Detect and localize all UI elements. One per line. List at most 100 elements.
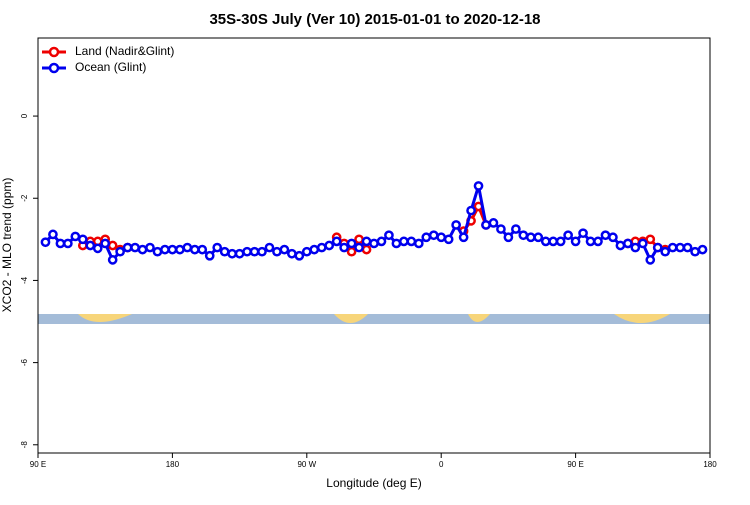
data-point (189, 244, 200, 255)
data-point (533, 232, 544, 243)
data-point (301, 246, 312, 257)
data-point (107, 255, 118, 265)
data-point (466, 205, 476, 216)
data-point (384, 230, 394, 241)
data-point (645, 255, 656, 265)
data-point (645, 234, 656, 245)
data-point (346, 238, 357, 249)
data-point (518, 230, 529, 241)
data-point (548, 236, 559, 247)
data-point (272, 246, 282, 257)
data-point (122, 242, 133, 253)
data-point (630, 242, 641, 253)
legend-marker (48, 46, 60, 58)
y-tick-label: -6 (20, 359, 29, 367)
x-tick-label: 0 (439, 460, 444, 469)
data-point (115, 246, 125, 257)
data-point (399, 236, 409, 247)
x-tick-label: 180 (703, 460, 717, 469)
data-point (55, 238, 66, 249)
data-point (204, 250, 215, 261)
data-point (249, 246, 260, 257)
data-point (361, 236, 372, 247)
data-point (346, 246, 357, 257)
data-point (525, 232, 536, 243)
data-point (391, 238, 402, 249)
legend-label: Ocean (Glint) (75, 60, 146, 74)
data-point (511, 224, 521, 234)
plot-frame (37, 37, 711, 454)
y-tick-label: 0 (20, 113, 29, 118)
data-point (376, 236, 387, 247)
data-point (496, 224, 506, 234)
data-point (660, 246, 671, 257)
data-point (667, 242, 678, 253)
data-point (100, 238, 111, 249)
data-point (137, 244, 148, 255)
data-point (219, 246, 230, 257)
data-point (369, 238, 379, 249)
data-point (608, 232, 618, 243)
data-point (160, 244, 170, 255)
data-point (697, 244, 708, 255)
data-point (354, 234, 364, 245)
data-point (406, 236, 417, 247)
data-point (227, 248, 237, 259)
data-point (361, 244, 372, 255)
data-point (279, 244, 290, 255)
data-point (451, 220, 461, 230)
data-point (92, 243, 103, 254)
data-point (570, 236, 581, 247)
data-point (615, 240, 626, 251)
data-point (503, 232, 514, 243)
data-point (63, 238, 73, 249)
data-point (145, 242, 155, 253)
x-tick-label: 90 W (297, 460, 316, 469)
data-point (294, 250, 305, 261)
data-point (182, 242, 193, 253)
data-point (458, 232, 469, 243)
data-point (600, 230, 611, 241)
data-point (167, 244, 178, 255)
data-point (130, 242, 140, 253)
data-point (77, 234, 88, 245)
data-point (287, 248, 297, 259)
data-point (481, 220, 491, 230)
data-point (540, 236, 551, 247)
data-point (107, 240, 118, 251)
data-point (316, 242, 327, 253)
data-point (488, 218, 499, 228)
data-point (413, 238, 424, 249)
data-point (257, 246, 267, 257)
data-point (234, 248, 245, 259)
data-point (623, 238, 633, 249)
legend-label: Land (Nadir&Glint) (75, 44, 174, 58)
data-point (197, 244, 208, 255)
data-point (555, 236, 566, 247)
data-point (637, 238, 648, 249)
data-point (242, 246, 252, 257)
land-ocean-strip (38, 314, 710, 324)
data-point (354, 242, 364, 253)
data-point (331, 236, 342, 247)
data-point (264, 242, 275, 253)
data-point (593, 236, 603, 247)
data-point (339, 242, 349, 253)
data-point (585, 236, 596, 247)
data-point (48, 229, 58, 240)
legend-marker (48, 62, 60, 74)
y-tick-label: -4 (20, 276, 29, 284)
data-point (428, 230, 439, 241)
data-point (578, 228, 588, 239)
data-point (421, 232, 432, 243)
x-axis-label: Longitude (deg E) (326, 476, 421, 490)
y-tick-label: -8 (20, 441, 29, 449)
data-point (175, 244, 185, 255)
data-point (443, 234, 454, 245)
data-point (152, 246, 163, 257)
data-point (563, 230, 573, 241)
data-point (652, 242, 663, 253)
data-point (682, 242, 693, 253)
data-point (40, 237, 51, 248)
